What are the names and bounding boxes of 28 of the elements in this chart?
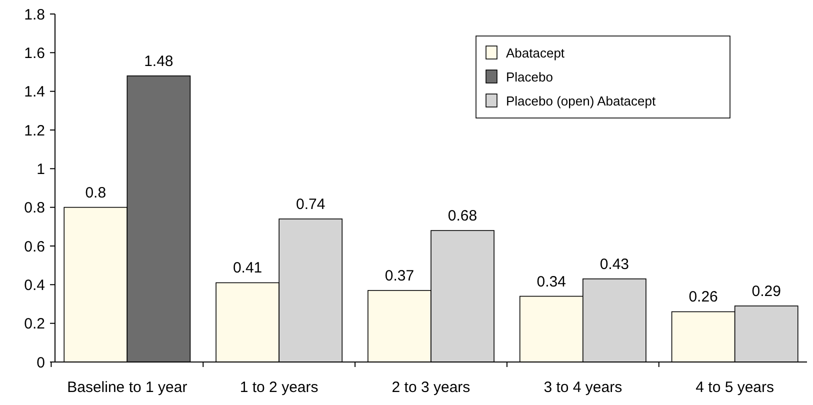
data-label: 0.41: [232, 260, 262, 277]
data-label: 0.43: [600, 256, 630, 273]
y-tick-label: 0: [36, 354, 45, 372]
x-tick-label: Baseline to 1 year: [67, 379, 188, 396]
x-tick-label: 3 to 4 years: [544, 379, 622, 396]
y-tick-label: 0.4: [24, 276, 45, 294]
y-tick-label: 1.8: [24, 6, 45, 24]
y-tick-label: 0.8: [24, 200, 45, 217]
y-tick-label: 1: [36, 160, 45, 178]
data-label: 1.48: [144, 52, 174, 70]
data-label: 0.74: [296, 196, 326, 213]
x-tick-label: 2 to 3 years: [392, 379, 470, 396]
x-tick-label: 4 to 5 years: [696, 379, 774, 396]
x-tick-label: 1 to 2 years: [240, 379, 318, 396]
y-tick-label: 1.4: [24, 84, 45, 101]
data-label: 0.34: [536, 273, 566, 290]
legend-label: Abatacept: [506, 46, 565, 61]
y-tick-label: 0.2: [24, 316, 45, 333]
y-tick-label: 0.6: [24, 238, 45, 256]
data-label: 0.26: [688, 288, 718, 306]
data-label: 0.29: [752, 282, 781, 300]
data-label: 0.8: [85, 184, 106, 202]
y-tick-label: 1.6: [24, 44, 45, 62]
legend-label: Placebo: [506, 70, 553, 85]
y-tick-label: 1.2: [24, 122, 45, 140]
data-label: 0.37: [384, 267, 414, 284]
data-label: 0.68: [448, 208, 478, 225]
legend-label: Placebo (open) Abatacept: [506, 94, 656, 109]
